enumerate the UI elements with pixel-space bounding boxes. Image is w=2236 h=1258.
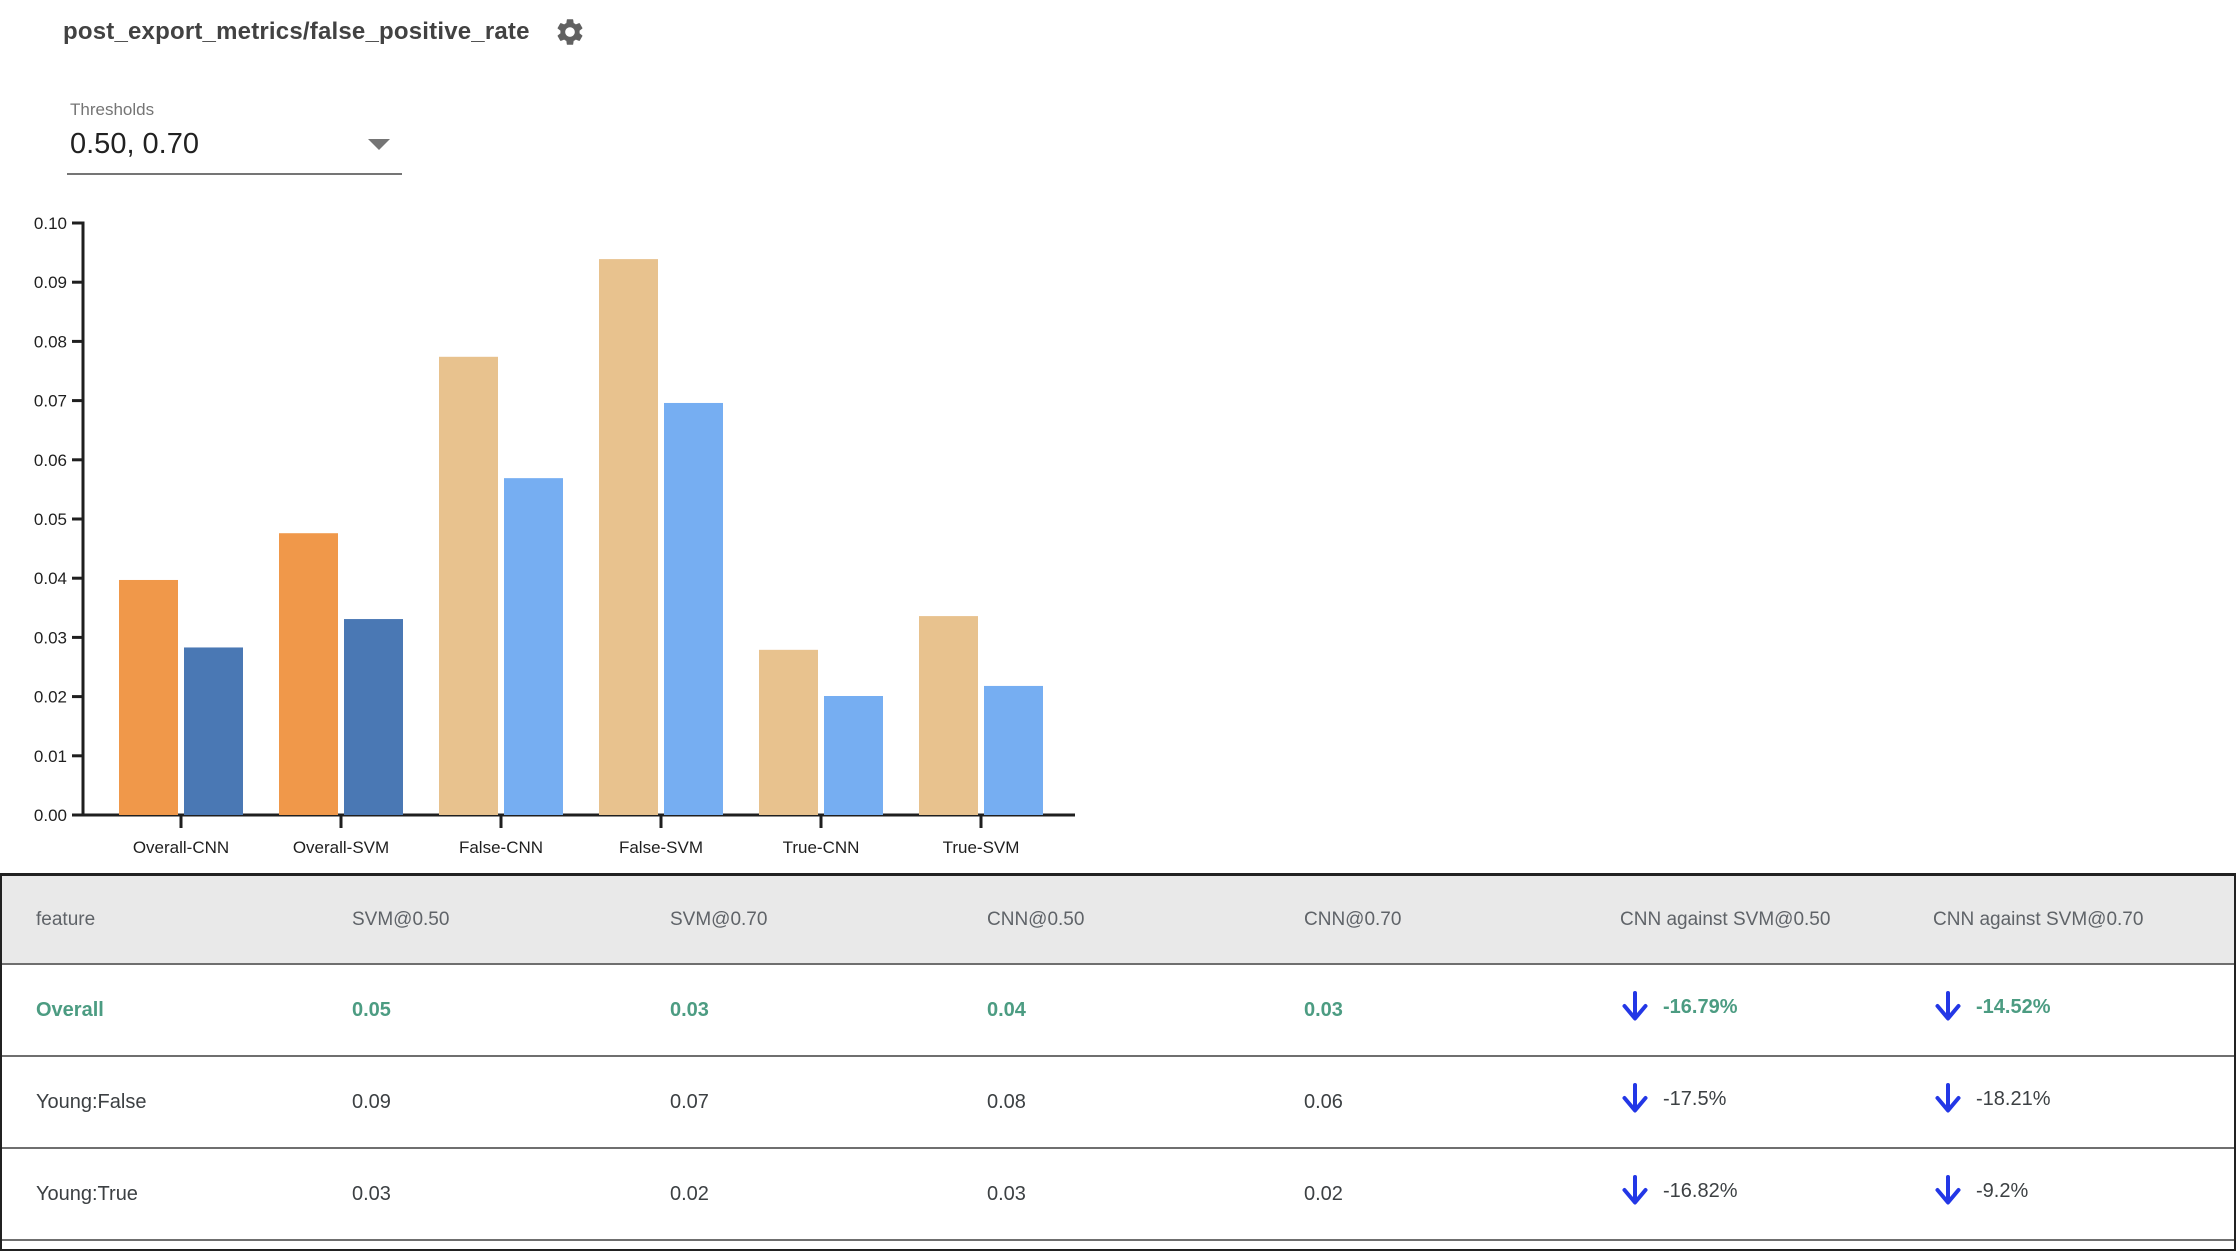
comparison-cell: -17.5% bbox=[1586, 1056, 1899, 1148]
y-axis-label: 0.06 bbox=[34, 451, 67, 470]
comparison-cell: -18.21% bbox=[1899, 1056, 2234, 1148]
diff-percentage: -14.52% bbox=[1976, 995, 2051, 1018]
metric-value-cell: 0.02 bbox=[670, 1182, 709, 1205]
y-axis-label: 0.04 bbox=[34, 569, 67, 588]
column-header-feature: feature bbox=[2, 876, 318, 965]
bar-true-cnn-t070[interactable] bbox=[824, 696, 883, 815]
arrow-down-icon bbox=[1935, 991, 1961, 1021]
metric-value-cell: 0.03 bbox=[1304, 998, 1343, 1021]
x-axis-label: True-SVM bbox=[943, 838, 1020, 857]
bar-false-cnn-t050[interactable] bbox=[439, 356, 498, 815]
chevron-down-icon bbox=[368, 139, 390, 150]
diff-percentage: -16.82% bbox=[1663, 1179, 1738, 1202]
table-header-row: feature SVM@0.50 SVM@0.70 CNN@0.50 CNN@0.70 C… bbox=[2, 876, 2234, 965]
feature-cell: Overall bbox=[36, 998, 104, 1021]
y-axis-label: 0.10 bbox=[34, 214, 67, 233]
bar-true-svm-t070[interactable] bbox=[984, 685, 1043, 815]
y-axis-label: 0.05 bbox=[34, 510, 67, 529]
arrow-down-icon bbox=[1622, 1175, 1648, 1205]
column-header-cnn-against-svm-0-70: CNN against SVM@0.70 bbox=[1899, 876, 2234, 965]
y-axis-label: 0.03 bbox=[34, 628, 67, 647]
false-positive-rate-bar-chart: 0.00 0.01 0.02 0.03 0.04 0.05 0.06 0.07 0.08 0.09… bbox=[0, 190, 1130, 890]
arrow-down-icon bbox=[1935, 1175, 1961, 1205]
thresholds-value: 0.50, 0.70 bbox=[70, 128, 199, 160]
y-axis-label: 0.00 bbox=[34, 806, 67, 825]
metric-value-cell: 0.06 bbox=[1304, 1090, 1343, 1113]
metric-title: post_export_metrics/false_positive_rate bbox=[63, 18, 530, 45]
metric-value-cell: 0.07 bbox=[670, 1090, 709, 1113]
thresholds-label: Thresholds bbox=[70, 100, 155, 119]
bar-overall-cnn-t070[interactable] bbox=[184, 647, 243, 815]
arrow-down-icon bbox=[1622, 991, 1648, 1021]
column-header-cnn-0-50: CNN@0.50 bbox=[953, 876, 1270, 965]
column-header-svm-0-70: SVM@0.70 bbox=[636, 876, 953, 965]
y-axis-label: 0.01 bbox=[34, 747, 67, 766]
metrics-table-card: feature SVM@0.50 SVM@0.70 CNN@0.50 CNN@0.70 C… bbox=[0, 873, 2236, 1251]
table-row-young-true[interactable]: Young:True 0.03 0.02 0.03 0.02 -16.82% -9.2% bbox=[2, 1148, 2234, 1240]
table-row-overall[interactable]: Overall 0.05 0.03 0.04 0.03 -16.79% -14.52% bbox=[2, 964, 2234, 1056]
metric-value-cell: 0.03 bbox=[987, 1182, 1026, 1205]
comparison-cell: -9.2% bbox=[1899, 1148, 2234, 1240]
thresholds-dropdown[interactable]: Thresholds 0.50, 0.70 bbox=[67, 100, 402, 175]
comparison-cell: -16.82% bbox=[1586, 1148, 1899, 1240]
bar-false-cnn-t070[interactable] bbox=[504, 478, 563, 815]
feature-cell: Young:False bbox=[36, 1090, 147, 1113]
diff-percentage: -16.79% bbox=[1663, 995, 1738, 1018]
column-header-cnn-0-70: CNN@0.70 bbox=[1270, 876, 1586, 965]
bar-true-svm-t050[interactable] bbox=[919, 616, 978, 815]
bar-overall-cnn-t050[interactable] bbox=[119, 579, 178, 815]
y-axis-label: 0.02 bbox=[34, 688, 67, 707]
x-axis-label: Overall-SVM bbox=[293, 838, 389, 857]
table-row-young-false[interactable]: Young:False 0.09 0.07 0.08 0.06 -17.5% -18.21% bbox=[2, 1056, 2234, 1148]
arrow-down-icon bbox=[1622, 1083, 1648, 1113]
metric-value-cell: 0.03 bbox=[670, 998, 709, 1021]
metric-value-cell: 0.09 bbox=[352, 1090, 391, 1113]
column-header-cnn-against-svm-0-50: CNN against SVM@0.50 bbox=[1586, 876, 1899, 965]
diff-percentage: -17.5% bbox=[1663, 1087, 1727, 1110]
settings-gear-icon[interactable] bbox=[554, 16, 586, 48]
x-axis-label: True-CNN bbox=[783, 838, 860, 857]
column-header-svm-0-50: SVM@0.50 bbox=[318, 876, 636, 965]
bar-true-cnn-t050[interactable] bbox=[759, 649, 818, 815]
arrow-down-icon bbox=[1935, 1083, 1961, 1113]
y-axis-label: 0.09 bbox=[34, 273, 67, 292]
metrics-table: feature SVM@0.50 SVM@0.70 CNN@0.50 CNN@0.70 C… bbox=[2, 876, 2234, 1241]
x-axis-label: Overall-CNN bbox=[133, 838, 229, 857]
y-axis-label: 0.07 bbox=[34, 392, 67, 411]
metric-header: post_export_metrics/false_positive_rate bbox=[63, 16, 586, 48]
feature-cell: Young:True bbox=[36, 1182, 138, 1205]
metric-value-cell: 0.04 bbox=[987, 998, 1026, 1021]
comparison-cell: -14.52% bbox=[1899, 964, 2234, 1056]
bar-overall-svm-t070[interactable] bbox=[344, 619, 403, 815]
metric-value-cell: 0.05 bbox=[352, 998, 391, 1021]
metric-value-cell: 0.03 bbox=[352, 1182, 391, 1205]
x-axis-label: False-SVM bbox=[619, 838, 703, 857]
bar-false-svm-t070[interactable] bbox=[664, 402, 723, 815]
y-axis-label: 0.08 bbox=[34, 332, 67, 351]
bar-overall-svm-t050[interactable] bbox=[279, 533, 338, 815]
metric-value-cell: 0.08 bbox=[987, 1090, 1026, 1113]
x-axis-label: False-CNN bbox=[459, 838, 543, 857]
bar-false-svm-t050[interactable] bbox=[599, 259, 658, 815]
metric-value-cell: 0.02 bbox=[1304, 1182, 1343, 1205]
diff-percentage: -9.2% bbox=[1976, 1179, 2029, 1202]
comparison-cell: -16.79% bbox=[1586, 964, 1899, 1056]
bar-chart-canvas: 0.00 0.01 0.02 0.03 0.04 0.05 0.06 0.07 0.08 0.09… bbox=[34, 214, 1075, 857]
diff-percentage: -18.21% bbox=[1976, 1087, 2051, 1110]
